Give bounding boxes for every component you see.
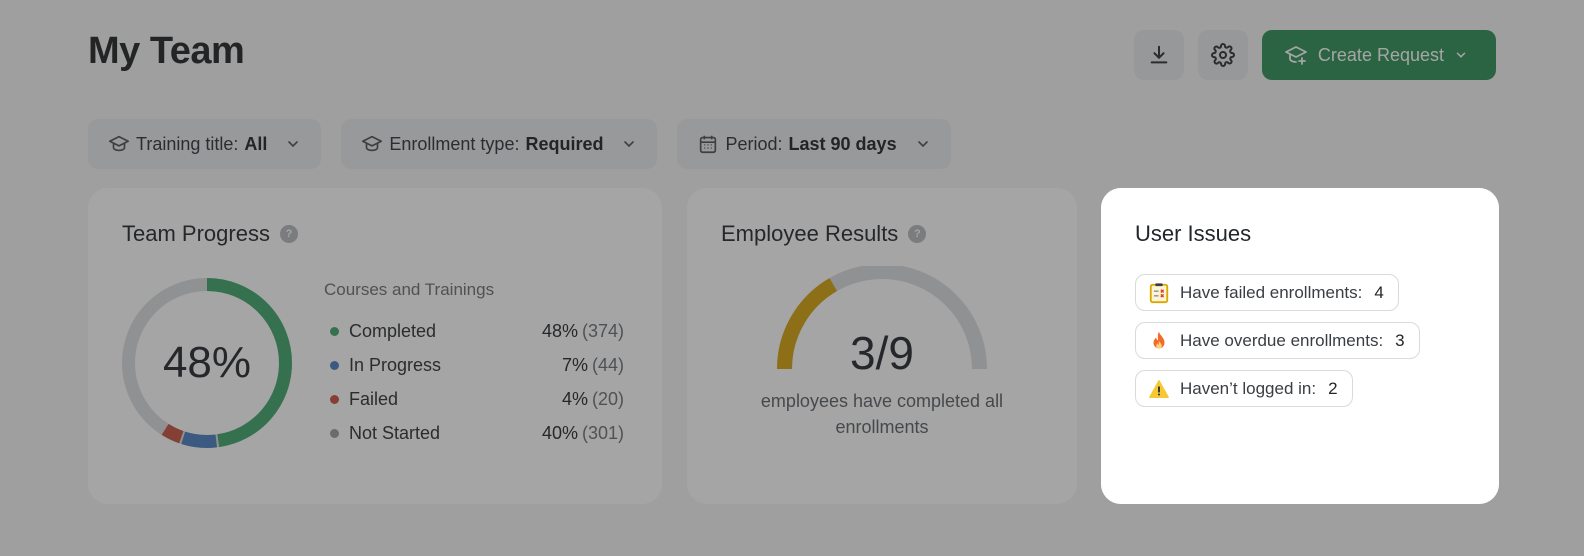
legend-pct: 7% <box>561 354 588 375</box>
legend-dot-icon <box>330 360 339 370</box>
legend-pct: 40% <box>541 422 578 443</box>
calendar-icon <box>700 135 717 154</box>
progress-legend: Courses and Trainings Completed 48% (374… <box>324 280 624 450</box>
issue-count: 4 <box>1374 282 1384 302</box>
download-button[interactable] <box>1133 30 1184 80</box>
help-icon[interactable]: ? <box>279 225 298 243</box>
issue-count: 3 <box>1395 330 1405 350</box>
gauge-value: 3/9 <box>850 327 914 379</box>
user-issues-card: User Issues Have failed enrollments: 4 H… <box>1101 188 1499 504</box>
chevron-down-icon <box>1456 52 1466 58</box>
issue-label: Have overdue enrollments: <box>1180 330 1384 350</box>
filter-period[interactable]: Period: Last 90 days <box>677 119 951 169</box>
download-icon <box>1150 45 1168 64</box>
filter-label: Period: <box>725 133 783 154</box>
gauge-caption: employees have completed all enrollments <box>760 391 1004 437</box>
legend-dot-icon <box>330 326 339 336</box>
legend-name: Failed <box>349 388 399 409</box>
legend-count: (374) <box>581 320 624 341</box>
card-title-text: Employee Results <box>721 221 899 246</box>
settings-button[interactable] <box>1197 30 1248 80</box>
filter-training-title[interactable]: Training title: All <box>88 119 322 169</box>
legend-count: (44) <box>591 354 624 375</box>
legend-item-failed: Failed 4% (20) <box>324 382 624 416</box>
filter-enrollment-type[interactable]: Enrollment type: Required <box>341 119 658 169</box>
help-icon[interactable]: ? <box>908 225 927 243</box>
warning-icon <box>1149 379 1169 398</box>
graduation-cap-icon <box>109 135 129 152</box>
fire-icon <box>1153 331 1165 349</box>
employee-results-gauge-chart <box>777 266 987 370</box>
issue-label: Haven’t logged in: <box>1180 378 1317 398</box>
gear-icon <box>1210 43 1235 67</box>
team-progress-donut-chart <box>122 278 292 448</box>
gauge-progress-arc <box>777 278 838 370</box>
card-title-text: Team Progress <box>122 221 270 246</box>
team-progress-card: Team Progress ? 48% Courses and Training… <box>88 188 662 504</box>
legend-item-not-started: Not Started 40% (301) <box>324 416 624 450</box>
filter-label: Training title: <box>136 133 239 154</box>
legend-dot-icon <box>330 428 339 438</box>
legend-name: In Progress <box>349 354 442 375</box>
employee-results-card: Employee Results ? 3/9 employees have co… <box>687 188 1077 504</box>
chevron-down-icon <box>917 141 928 148</box>
filter-value: Required <box>525 133 604 154</box>
legend-dot-icon <box>330 394 339 404</box>
legend-name: Completed <box>349 320 437 341</box>
filter-bar: Training title: All Enrollment type: Req… <box>88 119 951 169</box>
legend-item-in-progress: In Progress 7% (44) <box>324 348 624 382</box>
create-request-button[interactable]: Create Request <box>1261 30 1496 80</box>
donut-center-value: 48% <box>162 338 252 387</box>
issue-not-logged-in[interactable]: Haven’t logged in: 2 <box>1135 370 1353 407</box>
donut-segment-completed <box>122 278 292 448</box>
legend-name: Not Started <box>349 422 441 443</box>
legend-title: Courses and Trainings <box>324 280 495 299</box>
issue-overdue-enrollments[interactable]: Have overdue enrollments: 3 <box>1135 322 1420 359</box>
issue-count: 2 <box>1328 378 1338 398</box>
chevron-down-icon <box>624 141 635 148</box>
header-actions: Create Request <box>1133 30 1496 80</box>
page-title: My Team <box>88 30 245 72</box>
graduation-cap-icon <box>362 135 383 152</box>
employee-results-title: Employee Results ? <box>721 221 927 247</box>
chevron-down-icon <box>288 141 299 148</box>
legend-pct: 4% <box>561 388 588 409</box>
user-issues-list: Have failed enrollments: 4 Have overdue … <box>1135 274 1420 407</box>
card-title-text: User Issues <box>1135 221 1252 246</box>
issue-failed-enrollments[interactable]: Have failed enrollments: 4 <box>1135 274 1399 311</box>
filter-value: All <box>244 133 268 154</box>
issue-label: Have failed enrollments: <box>1180 282 1363 302</box>
legend-count: (301) <box>581 422 624 443</box>
filter-value: Last 90 days <box>788 133 897 154</box>
graduation-cap-plus-icon <box>1285 46 1307 65</box>
filter-label: Enrollment type: <box>389 133 520 154</box>
legend-item-completed: Completed 48% (374) <box>324 314 624 348</box>
team-progress-title: Team Progress ? <box>122 221 298 247</box>
create-request-label: Create Request <box>1317 44 1444 65</box>
legend-pct: 48% <box>541 320 578 341</box>
legend-count: (20) <box>591 388 624 409</box>
donut-segment-in-progress <box>122 278 292 448</box>
user-issues-title: User Issues <box>1135 221 1251 247</box>
failed-clipboard-icon <box>1149 282 1169 303</box>
